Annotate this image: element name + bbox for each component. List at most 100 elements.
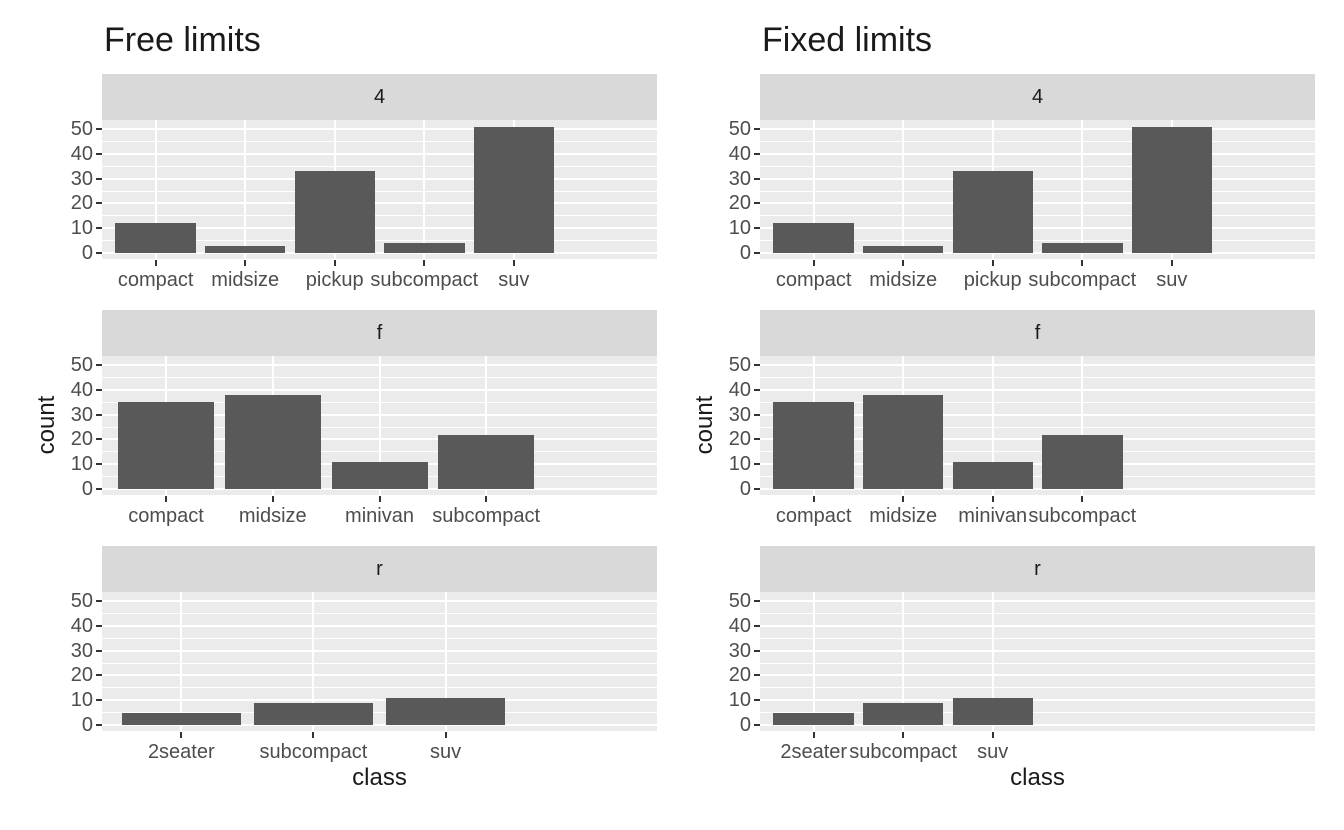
y-tick-label: 40 [70,614,93,637]
x-tick [485,496,488,502]
y-tick-label: 10 [728,217,751,240]
gridline-major-v [902,592,905,731]
y-tick [96,252,102,254]
x-tick [902,732,905,738]
gridline-major-h [760,128,1315,131]
x-tick-label: midsize [869,505,938,527]
x-tick [154,260,157,266]
y-tick-label: 10 [70,453,93,476]
plot-title: Free limits [104,21,261,59]
panel [760,120,1315,259]
gridline-major-v [154,120,157,259]
y-tick [754,177,760,180]
gridline-major-v [423,120,426,259]
bar-subcompact [438,434,535,489]
bar-pickup [952,171,1034,253]
gridline-major-v [180,592,183,731]
x-tick [902,260,905,266]
x-tick [1081,496,1084,502]
gridline-minor-h [102,190,657,192]
x-tick-label: pickup [963,269,1022,291]
y-tick [96,463,102,466]
bar-compact [115,223,196,253]
gridline-minor-h [760,662,1315,664]
gridline-major-h [102,252,657,254]
y-tick [754,674,760,677]
x-tick-label: subcompact [432,505,541,527]
x-tick [444,732,447,738]
gridline-minor-h [760,401,1315,403]
x-tick [902,496,905,502]
gridline-major-h [760,724,1315,726]
y-tick-label: 20 [728,428,751,451]
y-tick [96,624,102,627]
y-tick [96,699,102,702]
y-tick-label: 40 [70,378,93,401]
y-tick-label: 20 [70,192,93,215]
gridline-major-v [991,592,994,731]
y-tick [96,600,102,603]
y-tick [754,649,760,652]
bar-2seater [773,712,854,725]
x-tick [1170,260,1173,266]
gridline-major-v [378,356,381,495]
x-tick-label: suv [430,741,462,763]
facet-strip: 4 [102,74,657,120]
x-tick [812,732,815,738]
bar-pickup [294,171,376,253]
bar-compact [118,402,215,489]
x-tick [1081,260,1084,266]
gridline-major-h [760,388,1315,391]
y-tick [96,128,102,131]
gridline-minor-h [760,687,1315,689]
x-tick [378,496,381,502]
bar-minivan [952,461,1034,489]
x-tick [991,732,994,738]
x-tick-label: midsize [238,505,307,527]
gridline-minor-h [102,662,657,664]
bar-subcompact [862,702,944,725]
bar-suv [473,126,555,253]
y-tick [754,600,760,603]
bar-midsize [224,394,321,489]
x-tick-label: minivan [958,505,1028,527]
bar-midsize [204,245,286,253]
gridline-major-h [760,463,1315,466]
facet-strip-label: 4 [1031,85,1044,108]
facet-strip-label: r [376,557,383,580]
y-tick [754,202,760,205]
gridline-major-h [760,674,1315,677]
x-tick-label: midsize [869,269,938,291]
panel [760,592,1315,731]
panel [102,356,657,495]
y-tick [96,388,102,391]
gridline-minor-h [760,613,1315,614]
y-tick-label: 20 [728,192,751,215]
y-tick [754,463,760,466]
y-tick-label: 40 [728,614,751,637]
x-tick-label: compact [128,505,204,527]
y-tick [96,152,102,155]
y-tick [754,724,760,726]
gridline-major-h [760,600,1315,603]
x-tick-label: pickup [305,269,364,291]
gridline-major-h [102,177,657,180]
gridline-major-v [244,120,247,259]
gridline-minor-h [102,637,657,639]
bar-subcompact [254,702,373,725]
y-tick [96,177,102,180]
x-tick-label: suv [1156,269,1188,291]
y-tick-label: 0 [81,478,93,500]
gridline-major-h [760,364,1315,367]
panel [760,356,1315,495]
x-tick [812,260,815,266]
y-tick-label: 40 [728,142,751,165]
gridline-major-h [102,649,657,652]
y-tick-label: 20 [70,664,93,687]
gridline-major-h [760,488,1315,490]
gridline-minor-h [102,215,657,217]
bar-subcompact [1042,434,1123,489]
x-tick [271,496,274,502]
x-tick-label: subcompact [259,741,368,763]
